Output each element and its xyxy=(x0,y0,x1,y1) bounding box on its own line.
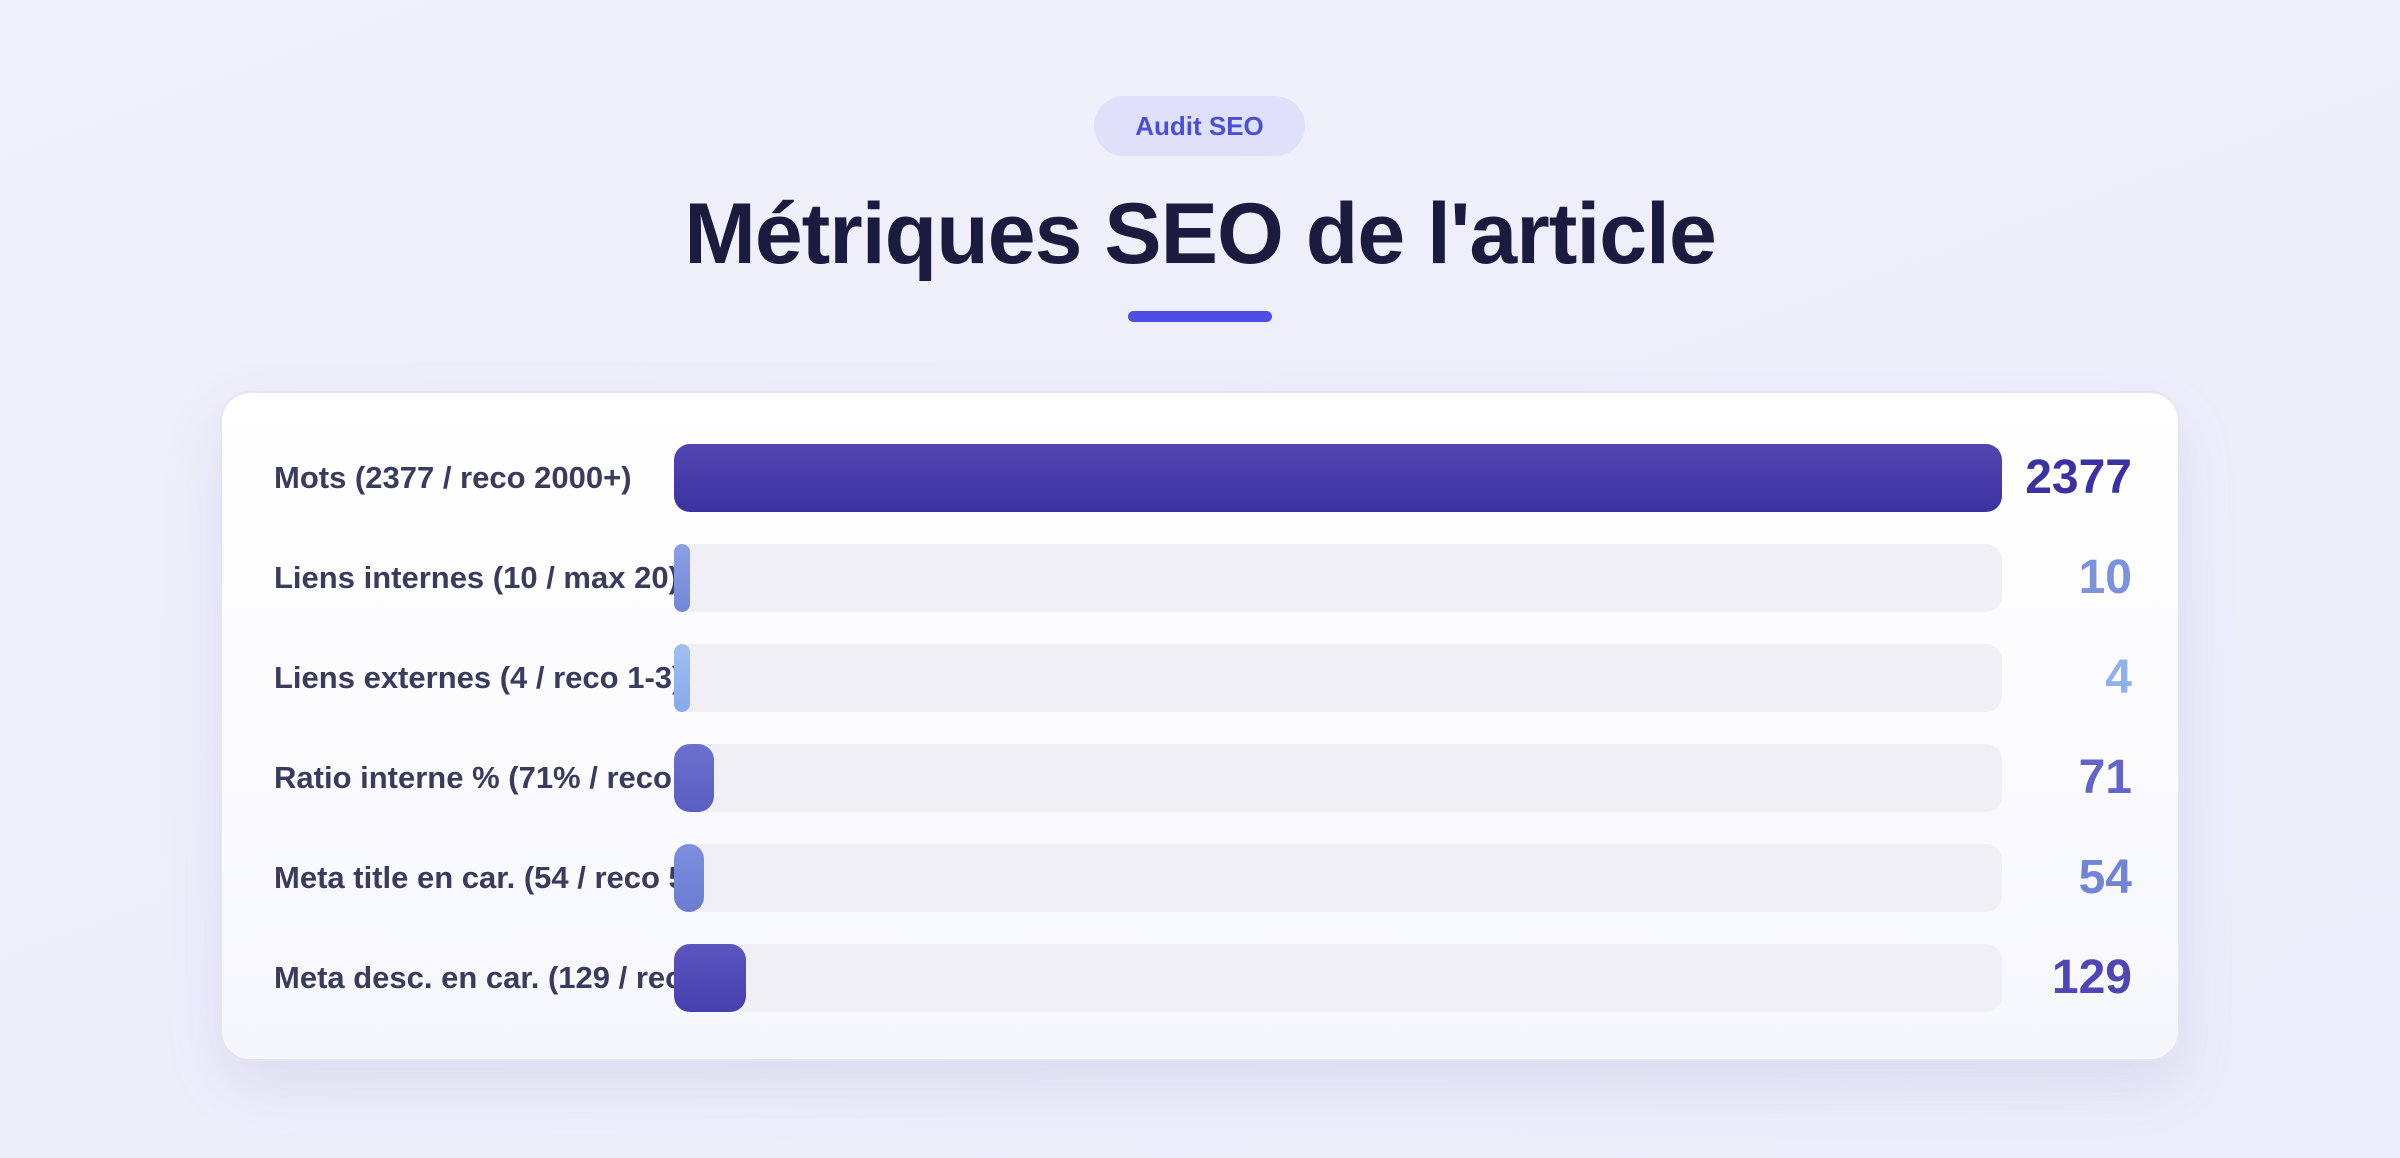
bar-value-label: 71 xyxy=(2078,751,2132,804)
bar xyxy=(674,444,2002,512)
page-title: Métriques SEO de l'article xyxy=(684,186,1717,282)
bar-row: Liens internes (10 / max 20) 10 xyxy=(222,544,2182,612)
bar-row: Meta title en car. (54 / reco 5 54 xyxy=(222,844,2182,912)
bar-row: Mots (2377 / reco 2000+) 2377 xyxy=(222,444,2182,512)
bar-track xyxy=(674,644,2002,712)
bar-label: Mots (2377 / reco 2000+) xyxy=(274,460,632,495)
bar-track xyxy=(674,844,2002,912)
bar-row: Ratio interne % (71% / reco 71 xyxy=(222,744,2182,812)
bar xyxy=(674,944,747,1012)
bar xyxy=(674,544,690,612)
metrics-card: Mots (2377 / reco 2000+) 2377 Liens intern… xyxy=(220,391,2180,1061)
bar-value-label: 129 xyxy=(2051,951,2132,1004)
bar xyxy=(674,744,714,812)
bar-value-label: 2377 xyxy=(2025,451,2132,504)
bar-value-label: 10 xyxy=(2078,551,2132,604)
bar-track xyxy=(674,544,2002,612)
bar-row: Meta desc. en car. (129 / reco 129 xyxy=(222,944,2182,1012)
bar-track xyxy=(674,744,2002,812)
bar-track xyxy=(674,444,2002,512)
bar xyxy=(674,644,690,712)
bar-row: Liens externes (4 / reco 1-3) 4 xyxy=(222,644,2182,712)
bar-label: Liens externes (4 / reco 1-3) xyxy=(274,660,683,695)
bar-value-label: 4 xyxy=(2105,651,2132,704)
bar-track xyxy=(674,944,2002,1012)
bar xyxy=(674,844,705,912)
title-underline xyxy=(1128,311,1272,322)
bar-label: Ratio interne % (71% / reco xyxy=(274,760,672,795)
bar-label: Liens internes (10 / max 20) xyxy=(274,560,679,595)
bar-value-label: 54 xyxy=(2078,851,2132,904)
section-badge: Audit SEO xyxy=(1094,96,1305,156)
bar-label: Meta desc. en car. (129 / reco xyxy=(274,960,702,995)
bar-label: Meta title en car. (54 / reco 5 xyxy=(274,860,686,895)
